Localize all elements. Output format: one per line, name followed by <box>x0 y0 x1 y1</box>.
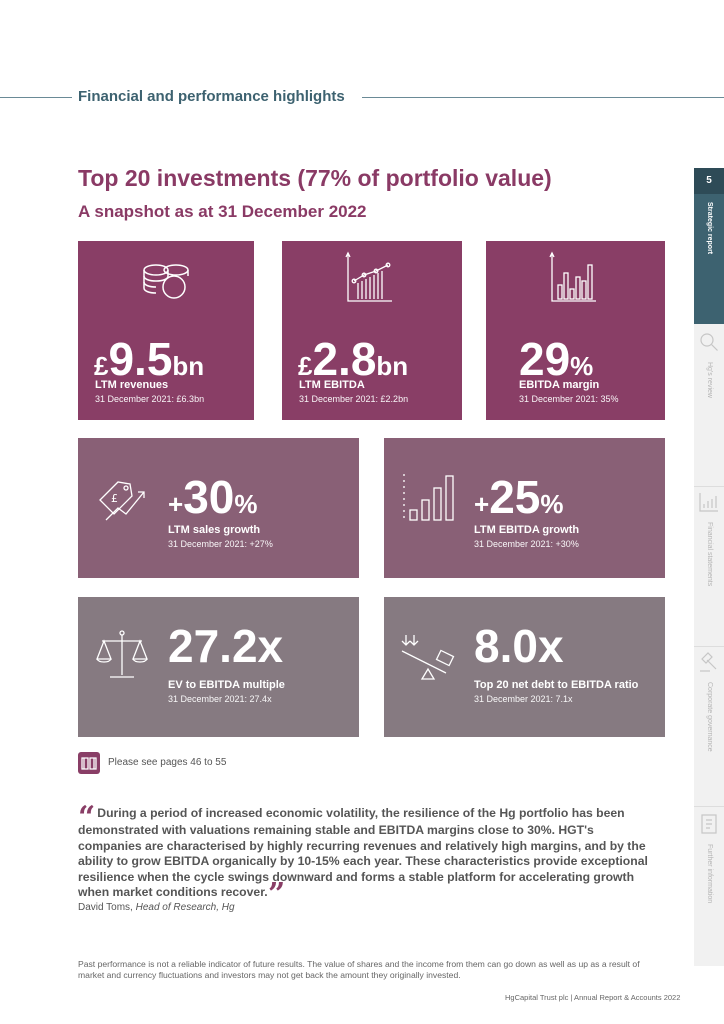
rising-bars-icon <box>403 474 454 522</box>
sidebar-divider <box>694 486 724 487</box>
sidebar-tab-financial-statements[interactable]: Financial statements <box>694 516 724 646</box>
quote-attribution: David Toms, Head of Research, Hg <box>78 902 235 913</box>
stat-comparison: 31 December 2021: £6.3bn <box>95 394 205 404</box>
tile-ltm-sales-growth: £ +30% LTM sales growth 31 December 2021… <box>78 438 359 578</box>
stat-label: EV to EBITDA multiple <box>168 679 285 691</box>
quote-text: During a period of increased economic vo… <box>78 806 648 899</box>
sidebar-tab-corporate-governance[interactable]: Corporate governance <box>694 676 724 806</box>
stat-comparison: 31 December 2021: 27.4x <box>168 694 272 704</box>
stat-value: £2.8bn <box>298 333 409 385</box>
header-rule-left <box>0 97 72 98</box>
sidebar-tab-label: Hg's review <box>706 362 713 398</box>
gavel-icon <box>700 652 717 672</box>
price-tag-growth-icon: £ <box>99 481 145 521</box>
tile-ltm-ebitda: £2.8bn LTM EBITDA 31 December 2021: £2.2… <box>282 241 462 420</box>
sidebar-divider <box>694 646 724 647</box>
stat-label: Top 20 net debt to EBITDA ratio <box>474 679 639 691</box>
stat-label: LTM EBITDA growth <box>474 524 580 536</box>
tile-ltm-ebitda-growth: +25% LTM EBITDA growth 31 December 2021:… <box>384 438 665 578</box>
attribution-name: David Toms, <box>78 902 136 913</box>
stat-value: 29% <box>519 333 594 385</box>
page-title: Top 20 investments (77% of portfolio val… <box>78 165 552 191</box>
tile-ltm-revenues: £9.5bn LTM revenues 31 December 2021: £6… <box>78 241 254 420</box>
page-reference-text: Please see pages 46 to 55 <box>108 757 227 768</box>
tile-ebitda-margin: 29% EBITDA margin 31 December 2021: 35% <box>486 241 665 420</box>
chart-icon <box>699 493 718 512</box>
sidebar-tab-strategic-report[interactable]: Strategic report <box>694 194 724 324</box>
stat-comparison: 31 December 2021: £2.2bn <box>299 394 409 404</box>
bar-chart-icon <box>549 251 596 302</box>
stat-value: 8.0x <box>474 620 564 672</box>
sidebar-tab-further-information[interactable]: Further information <box>694 838 724 958</box>
tile-net-debt-ebitda: 8.0x Top 20 net debt to EBITDA ratio 31 … <box>384 597 665 737</box>
seesaw-icon <box>401 635 455 680</box>
svg-text:£: £ <box>111 492 118 505</box>
sidebar-tab-label: Strategic report <box>706 202 713 255</box>
scales-icon <box>96 630 148 678</box>
sidebar-tab-label: Corporate governance <box>706 682 713 752</box>
magnifier-icon <box>700 333 718 351</box>
stat-label: EBITDA margin <box>519 379 600 391</box>
sidebar-tab-label: Further information <box>706 844 713 904</box>
stat-value: £9.5bn <box>94 333 205 385</box>
line-chart-icon <box>345 251 392 302</box>
stat-comparison: 31 December 2021: +30% <box>474 539 579 549</box>
stat-label: LTM EBITDA <box>299 379 365 391</box>
pull-quote: “During a period of increased economic v… <box>78 803 653 901</box>
book-icon <box>78 752 100 774</box>
stat-comparison: 31 December 2021: 7.1x <box>474 694 573 704</box>
stat-label: LTM revenues <box>95 379 169 391</box>
section-title: Financial and performance highlights <box>78 88 345 105</box>
coins-icon <box>143 264 189 299</box>
sidebar-divider <box>694 806 724 807</box>
disclaimer: Past performance is not a reliable indic… <box>78 959 640 980</box>
page-subtitle: A snapshot as at 31 December 2022 <box>78 202 367 221</box>
page-footer: HgCapital Trust plc | Annual Report & Ac… <box>505 993 681 1002</box>
stat-value: 27.2x <box>168 620 284 672</box>
tile-ev-ebitda-multiple: 27.2x EV to EBITDA multiple 31 December … <box>78 597 359 737</box>
attribution-role: Head of Research, Hg <box>135 902 235 913</box>
sidebar-tab-hgs-review[interactable]: Hg's review <box>694 356 724 486</box>
stat-label: LTM sales growth <box>168 524 261 536</box>
stat-comparison: 31 December 2021: +27% <box>168 539 273 549</box>
header-rule-right <box>362 97 724 98</box>
sidebar-tab-label: Financial statements <box>706 522 713 587</box>
page-number: 5 <box>694 168 724 194</box>
info-doc-icon <box>701 814 717 834</box>
stat-value: +30% <box>168 471 258 523</box>
stat-value: +25% <box>474 471 564 523</box>
stat-comparison: 31 December 2021: 35% <box>519 394 619 404</box>
section-header: Financial and performance highlights <box>0 88 724 108</box>
close-quote-icon: ” <box>268 877 286 912</box>
